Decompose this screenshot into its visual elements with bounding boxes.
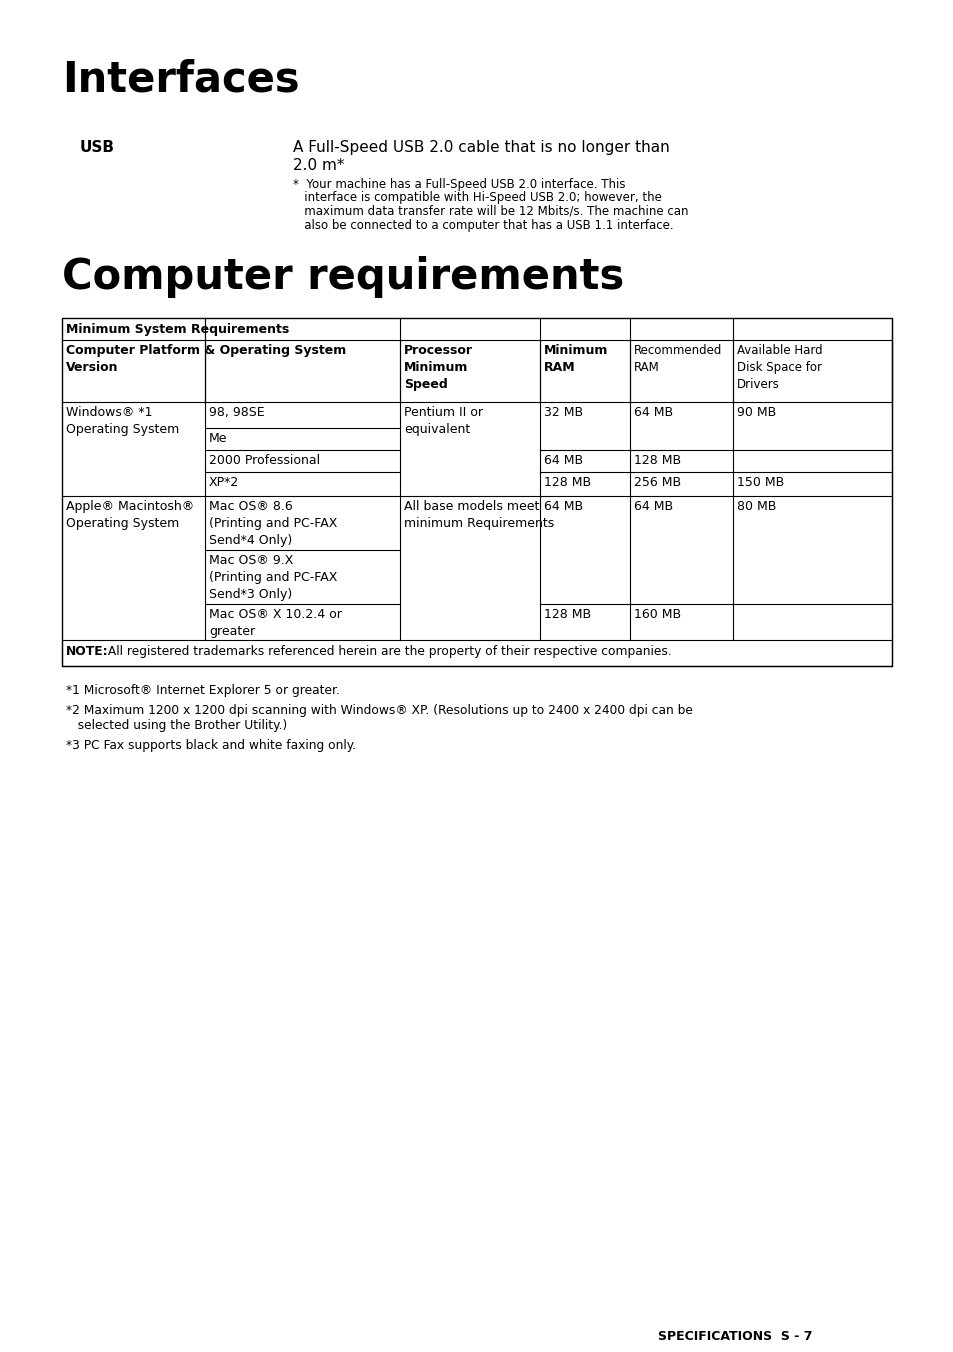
Text: All registered trademarks referenced herein are the property of their respective: All registered trademarks referenced her… — [104, 645, 671, 658]
Text: Computer Platform & Operating System
Version: Computer Platform & Operating System Ver… — [66, 343, 346, 375]
Text: 2.0 m*: 2.0 m* — [293, 158, 344, 173]
Text: Recommended
RAM: Recommended RAM — [634, 343, 721, 375]
Text: 256 MB: 256 MB — [634, 476, 680, 489]
Text: Minimum
RAM: Minimum RAM — [543, 343, 608, 375]
Text: Processor
Minimum
Speed: Processor Minimum Speed — [403, 343, 473, 391]
Text: A Full-Speed USB 2.0 cable that is no longer than: A Full-Speed USB 2.0 cable that is no lo… — [293, 141, 669, 155]
Text: *1 Microsoft® Internet Explorer 5 or greater.: *1 Microsoft® Internet Explorer 5 or gre… — [66, 684, 339, 698]
Text: 98, 98SE: 98, 98SE — [209, 406, 264, 419]
Text: Mac OS® 9.X
(Printing and PC-FAX
Send*3 Only): Mac OS® 9.X (Printing and PC-FAX Send*3 … — [209, 554, 337, 602]
Text: Apple® Macintosh®
Operating System: Apple® Macintosh® Operating System — [66, 500, 194, 530]
Text: Available Hard
Disk Space for
Drivers: Available Hard Disk Space for Drivers — [737, 343, 821, 391]
Text: XP*2: XP*2 — [209, 476, 239, 489]
Text: 128 MB: 128 MB — [543, 608, 591, 621]
Text: Minimum System Requirements: Minimum System Requirements — [66, 323, 289, 337]
Text: 90 MB: 90 MB — [737, 406, 776, 419]
Text: 160 MB: 160 MB — [634, 608, 680, 621]
Text: 64 MB: 64 MB — [634, 406, 673, 419]
Text: *3 PC Fax supports black and white faxing only.: *3 PC Fax supports black and white faxin… — [66, 740, 355, 752]
Text: interface is compatible with Hi-Speed USB 2.0; however, the: interface is compatible with Hi-Speed US… — [293, 192, 661, 204]
Text: *2 Maximum 1200 x 1200 dpi scanning with Windows® XP. (Resolutions up to 2400 x : *2 Maximum 1200 x 1200 dpi scanning with… — [66, 704, 692, 717]
Text: 150 MB: 150 MB — [737, 476, 783, 489]
Text: Windows® *1
Operating System: Windows® *1 Operating System — [66, 406, 179, 435]
Text: Computer requirements: Computer requirements — [62, 256, 623, 297]
Text: Interfaces: Interfaces — [62, 58, 299, 100]
Text: 32 MB: 32 MB — [543, 406, 582, 419]
Text: NOTE:: NOTE: — [66, 645, 109, 658]
Text: maximum data transfer rate will be 12 Mbits/s. The machine can: maximum data transfer rate will be 12 Mb… — [293, 206, 688, 218]
Text: 128 MB: 128 MB — [634, 454, 680, 466]
Text: 80 MB: 80 MB — [737, 500, 776, 512]
Text: Pentium II or
equivalent: Pentium II or equivalent — [403, 406, 482, 435]
Text: All base models meet
minimum Requirements: All base models meet minimum Requirement… — [403, 500, 554, 530]
Text: 128 MB: 128 MB — [543, 476, 591, 489]
Bar — [62, 318, 891, 667]
Text: *  Your machine has a Full-Speed USB 2.0 interface. This: * Your machine has a Full-Speed USB 2.0 … — [293, 178, 625, 191]
Text: Mac OS® X 10.2.4 or
greater: Mac OS® X 10.2.4 or greater — [209, 608, 341, 638]
Text: USB: USB — [80, 141, 115, 155]
Text: 2000 Professional: 2000 Professional — [209, 454, 320, 466]
Text: also be connected to a computer that has a USB 1.1 interface.: also be connected to a computer that has… — [293, 219, 673, 231]
Text: selected using the Brother Utility.): selected using the Brother Utility.) — [66, 719, 287, 731]
Text: Mac OS® 8.6
(Printing and PC-FAX
Send*4 Only): Mac OS® 8.6 (Printing and PC-FAX Send*4 … — [209, 500, 337, 548]
Text: SPECIFICATIONS  S - 7: SPECIFICATIONS S - 7 — [658, 1330, 812, 1343]
Text: 64 MB: 64 MB — [634, 500, 673, 512]
Text: Me: Me — [209, 433, 227, 445]
Text: 64 MB: 64 MB — [543, 454, 582, 466]
Text: 64 MB: 64 MB — [543, 500, 582, 512]
